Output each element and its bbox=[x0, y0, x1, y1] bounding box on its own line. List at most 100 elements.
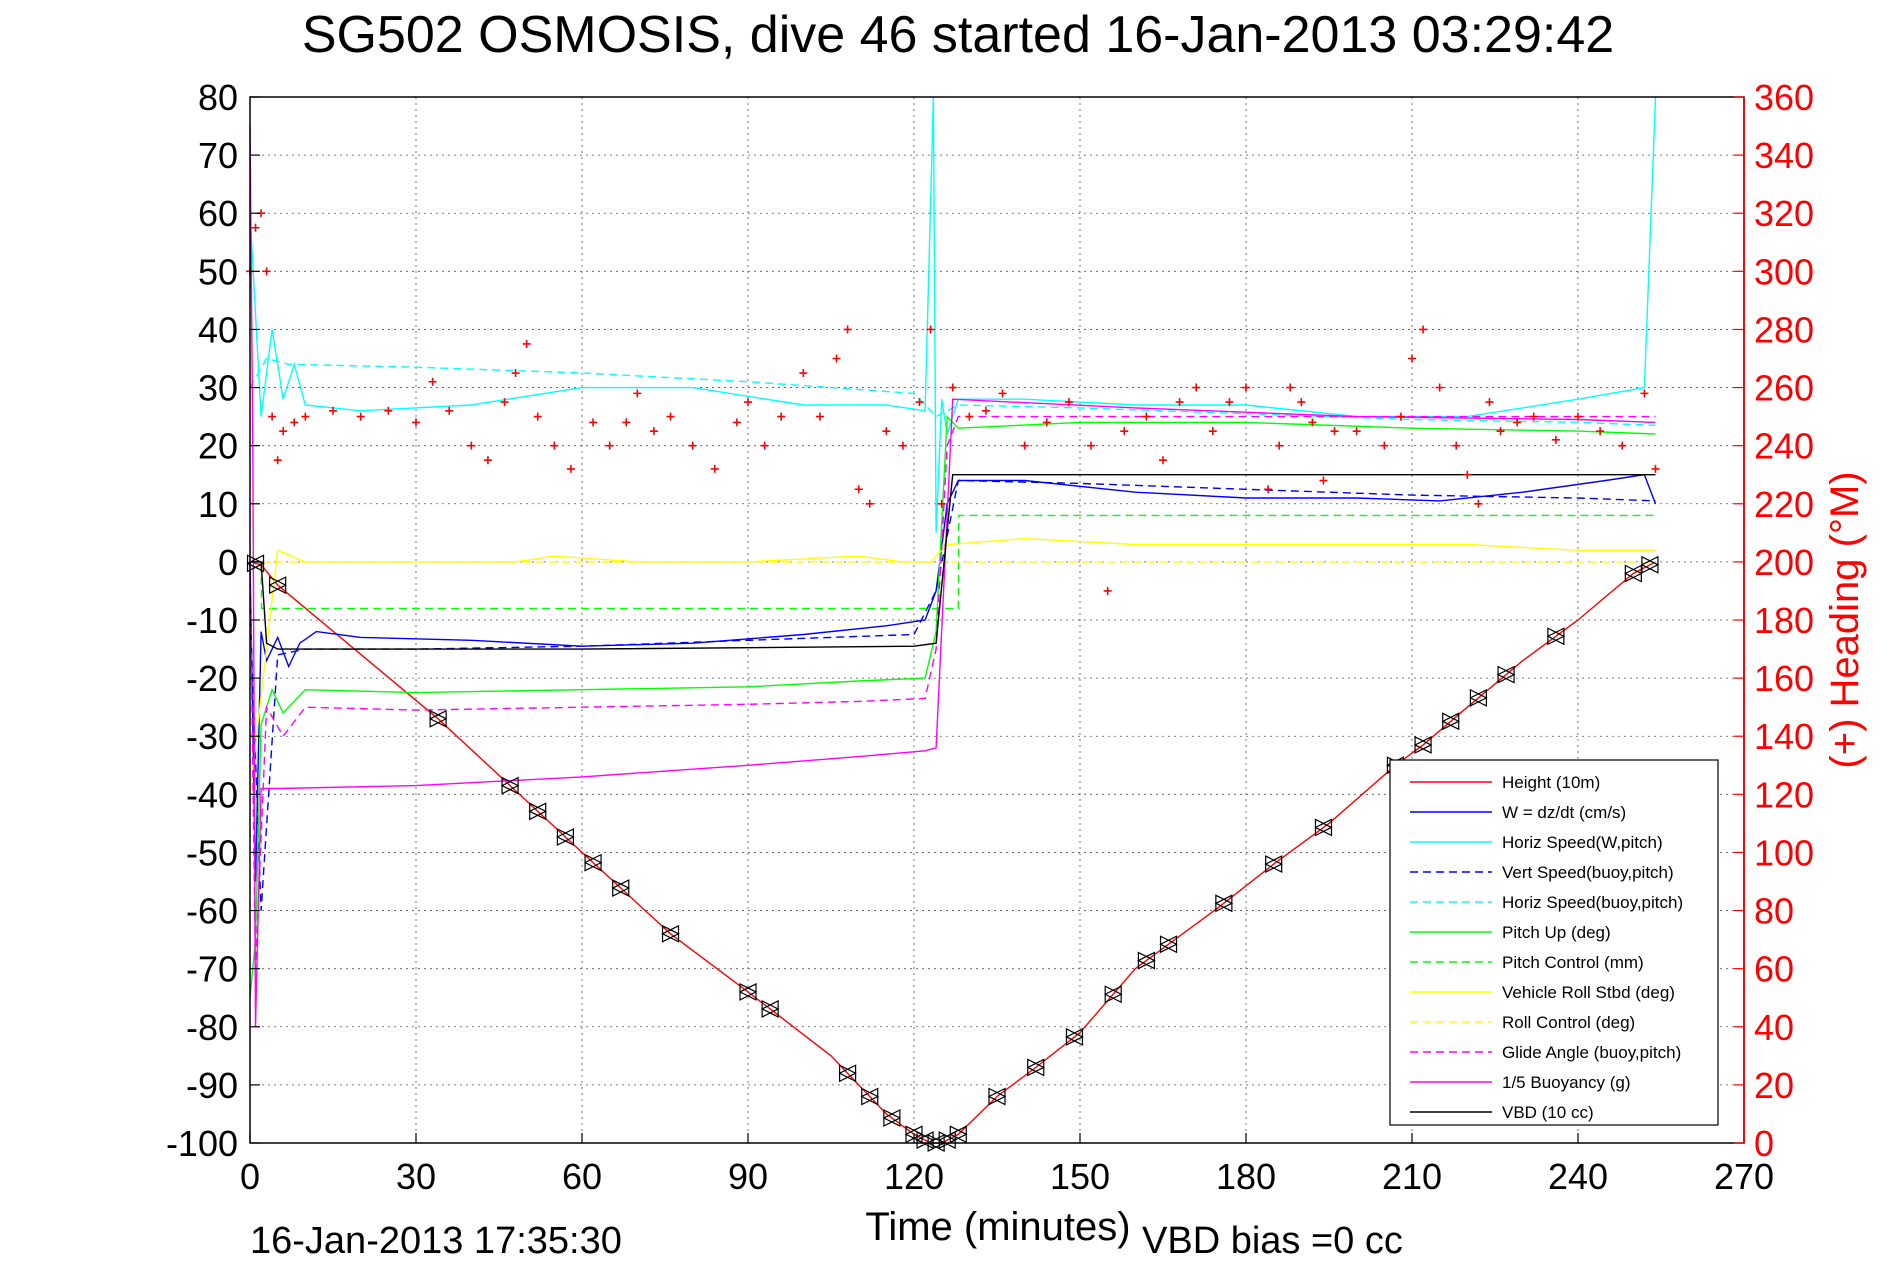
depth-marker bbox=[1264, 855, 1284, 874]
heading-point bbox=[732, 418, 741, 427]
heading-point bbox=[1396, 412, 1405, 421]
heading-point bbox=[1275, 441, 1284, 450]
y2-tick-label: 40 bbox=[1754, 1007, 1794, 1048]
vbd-bias-label: VBD bias =0 cc bbox=[1142, 1220, 1403, 1262]
y-tick-label: 20 bbox=[198, 426, 238, 467]
heading-point bbox=[710, 464, 719, 473]
depth-marker bbox=[428, 709, 448, 728]
heading-point bbox=[1551, 435, 1560, 444]
depth-marker bbox=[528, 802, 548, 821]
heading-point bbox=[760, 441, 769, 450]
y-tick-label: -90 bbox=[186, 1065, 238, 1106]
heading-point bbox=[605, 441, 614, 450]
heading-point bbox=[622, 418, 631, 427]
heading-point bbox=[998, 389, 1007, 398]
depth-marker bbox=[1623, 564, 1643, 583]
depth-marker bbox=[838, 1064, 857, 1083]
heading-point bbox=[1485, 398, 1494, 407]
heading-point bbox=[412, 418, 420, 427]
depth-marker bbox=[1314, 818, 1333, 837]
y2-tick-label: 60 bbox=[1754, 949, 1794, 990]
y2-tick-label: 200 bbox=[1754, 542, 1814, 583]
heading-point bbox=[1208, 427, 1217, 436]
series-1-5-buoyancy-g bbox=[249, 126, 1656, 1027]
depth-marker bbox=[1441, 712, 1461, 731]
heading-point bbox=[865, 499, 874, 508]
heading-point bbox=[1192, 383, 1201, 392]
depth-marker bbox=[1159, 935, 1178, 954]
heading-point bbox=[1352, 427, 1361, 436]
footer-timestamp: 16-Jan-2013 17:35:30 bbox=[250, 1220, 622, 1262]
depth-marker bbox=[882, 1109, 902, 1127]
heading-point bbox=[1308, 418, 1317, 427]
heading-point bbox=[1042, 418, 1051, 427]
y2-tick-label: 120 bbox=[1754, 774, 1814, 815]
heading-point bbox=[500, 398, 509, 407]
heading-point bbox=[1496, 427, 1505, 436]
heading-point bbox=[1087, 441, 1096, 450]
depth-marker bbox=[268, 576, 288, 595]
grid bbox=[250, 97, 1744, 1143]
y-tick-label: -70 bbox=[186, 949, 238, 990]
x-tick-label: 0 bbox=[240, 1156, 260, 1197]
heading-point bbox=[1330, 427, 1339, 436]
y2-tick-label: 300 bbox=[1754, 251, 1814, 292]
heading-point bbox=[1435, 383, 1444, 392]
x-tick-label: 120 bbox=[884, 1156, 944, 1197]
y-tick-label: 30 bbox=[198, 368, 238, 409]
x-axis-ticks: 0 30 60 90 120 150 180 210 240 270 bbox=[240, 1133, 1774, 1197]
heading-point bbox=[1103, 586, 1112, 595]
depth-marker bbox=[500, 776, 520, 795]
depth-marker bbox=[1137, 951, 1156, 970]
y-tick-label: 40 bbox=[198, 309, 238, 350]
y2-tick-label: 80 bbox=[1754, 891, 1794, 932]
depth-marker bbox=[987, 1087, 1007, 1106]
depth-marker bbox=[246, 554, 265, 573]
y-tick-label: 70 bbox=[198, 135, 238, 176]
legend-label: Pitch Up (deg) bbox=[1502, 923, 1611, 942]
y-tick-label: -60 bbox=[186, 891, 238, 932]
x-tick-label: 270 bbox=[1714, 1156, 1774, 1197]
heading-point bbox=[279, 427, 288, 436]
y-axis-ticks: 80 70 60 50 40 30 20 10 0 -10 -20 -30 -40 -50 -60 -70 -8… bbox=[166, 77, 260, 1164]
y2-axis-ticks: 3603403203002802602402202001801601401201… bbox=[1734, 77, 1814, 1164]
heading-point bbox=[948, 383, 957, 392]
heading-point bbox=[1159, 456, 1167, 465]
legend-label: Glide Angle (buoy,pitch) bbox=[1502, 1043, 1681, 1062]
heading-point bbox=[445, 406, 454, 415]
heading-point bbox=[589, 418, 598, 427]
heading-point bbox=[799, 369, 808, 378]
heading-point bbox=[898, 441, 907, 450]
heading-point bbox=[843, 325, 852, 334]
legend-label: Pitch Control (mm) bbox=[1502, 953, 1644, 972]
y2-tick-label: 0 bbox=[1754, 1123, 1774, 1164]
depth-marker bbox=[760, 999, 780, 1018]
legend-label: W = dz/dt (cm/s) bbox=[1502, 803, 1626, 822]
legend-label: 1/5 Buoyancy (g) bbox=[1502, 1073, 1631, 1092]
heading-point bbox=[262, 267, 271, 276]
heading-point bbox=[251, 223, 260, 232]
y2-tick-label: 220 bbox=[1754, 484, 1814, 525]
heading-point bbox=[666, 412, 675, 421]
heading-point bbox=[1064, 398, 1073, 407]
depth-marker bbox=[1496, 665, 1516, 684]
y2-tick-label: 240 bbox=[1754, 426, 1814, 467]
series-pitch-up-deg bbox=[249, 414, 1656, 998]
heading-point bbox=[815, 412, 824, 421]
heading-point bbox=[1452, 441, 1461, 450]
heading-point bbox=[1175, 398, 1184, 407]
y-tick-label: 0 bbox=[218, 542, 238, 583]
heading-point bbox=[483, 456, 492, 465]
heading-point bbox=[1596, 427, 1605, 436]
heading-point bbox=[1380, 441, 1389, 450]
heading-point bbox=[1408, 354, 1416, 363]
heading-point bbox=[1120, 427, 1129, 436]
legend-label: Vert Speed(buoy,pitch) bbox=[1502, 863, 1674, 882]
heading-point bbox=[1529, 412, 1538, 421]
x-tick-label: 180 bbox=[1216, 1156, 1276, 1197]
x-axis-label: Time (minutes) bbox=[865, 1205, 1130, 1249]
depth-marker bbox=[1469, 688, 1488, 707]
legend-label: Roll Control (deg) bbox=[1502, 1013, 1635, 1032]
depth-marker bbox=[661, 924, 680, 943]
depth-marker bbox=[1640, 555, 1660, 574]
